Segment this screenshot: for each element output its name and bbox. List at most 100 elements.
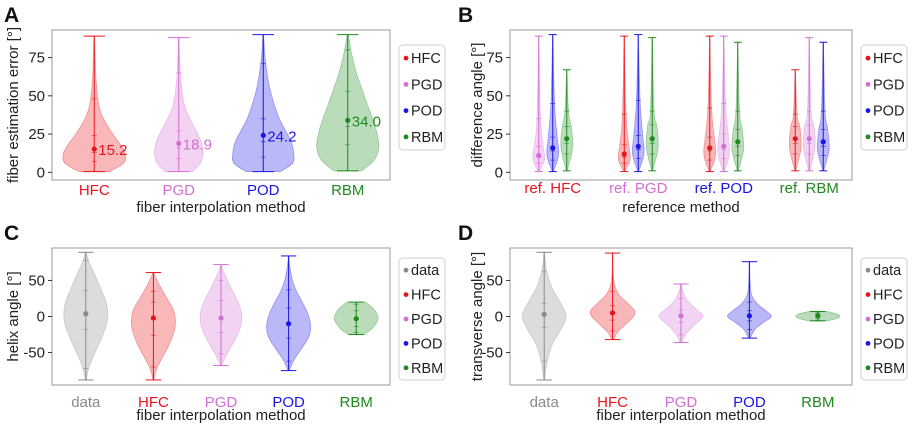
y-tick-label: 50 bbox=[486, 272, 503, 289]
violin-mean-RBM-HFC bbox=[792, 136, 798, 142]
plot-frame bbox=[51, 29, 391, 181]
legend-marker-POD bbox=[865, 341, 871, 346]
legend-marker-data bbox=[865, 267, 871, 273]
legend-marker-RBM bbox=[403, 365, 409, 371]
panel-C: C -50 0 50 helix angle [°] data HFC PGD POD RBM fi… bbox=[4, 222, 446, 424]
violin-mean-RBM bbox=[815, 313, 821, 319]
x-tick-label: HFC bbox=[597, 394, 628, 411]
plot-frame bbox=[509, 29, 853, 181]
x-tick-label: ref. POD bbox=[695, 180, 754, 197]
x-axis-label: fiber interpolation method bbox=[596, 407, 765, 424]
violin-mean-RBM bbox=[345, 117, 351, 123]
legend-label-POD: POD bbox=[411, 336, 442, 352]
y-axis-label: difference angle [°] bbox=[469, 43, 486, 168]
legend-marker-RBM bbox=[865, 134, 871, 140]
legend-label-RBM: RBM bbox=[411, 361, 443, 377]
violin-mean-RBM-PGD bbox=[806, 136, 812, 142]
legend-marker-POD bbox=[403, 341, 409, 346]
violin-mean-PGD bbox=[176, 140, 182, 147]
x-axis-label: fiber interpolation method bbox=[136, 407, 305, 424]
x-tick-label: PGD bbox=[665, 394, 698, 411]
x-tick-label: data bbox=[530, 394, 560, 411]
x-tick-label: PGD bbox=[162, 182, 195, 199]
x-axis-label: reference method bbox=[622, 199, 740, 216]
violin-mean-PGD-HFC bbox=[621, 151, 627, 157]
violin-mean-HFC-POD bbox=[550, 145, 556, 151]
y-tick-label: 50 bbox=[486, 88, 503, 105]
violin-mean-POD-PGD bbox=[721, 143, 727, 149]
x-tick-label: RBM bbox=[801, 394, 834, 411]
legend-label-HFC: HFC bbox=[873, 288, 903, 304]
x-tick-label: data bbox=[71, 394, 101, 411]
x-tick-label: PGD bbox=[205, 394, 238, 411]
legend-label-PGD: PGD bbox=[411, 312, 442, 328]
violin-mean-HFC bbox=[610, 310, 616, 316]
legend-label-PGD: PGD bbox=[873, 312, 904, 328]
y-axis-label: helix angle [°] bbox=[5, 271, 22, 361]
violin-mean-HFC bbox=[150, 315, 156, 321]
legend-label-POD: POD bbox=[873, 104, 904, 120]
y-tick-label: 50 bbox=[28, 272, 45, 289]
legend-marker-PGD bbox=[865, 81, 871, 87]
panel-label: D bbox=[458, 222, 473, 245]
violin-mean-RBM bbox=[353, 316, 359, 322]
legend-label-HFC: HFC bbox=[873, 51, 903, 67]
y-tick-label: 0 bbox=[37, 309, 45, 326]
legend-box bbox=[860, 257, 908, 381]
legend-marker-RBM bbox=[403, 134, 409, 140]
x-tick-label: ref. HFC bbox=[524, 180, 581, 197]
violin-mean-POD-RBM bbox=[735, 139, 741, 145]
legend-marker-PGD bbox=[403, 316, 409, 322]
panel-label: B bbox=[458, 4, 473, 27]
mean-annotation-PGD: 18.9 bbox=[183, 136, 212, 153]
y-tick-label: 25 bbox=[486, 126, 503, 143]
legend-marker-PGD bbox=[865, 316, 871, 322]
violin-mean-HFC-RBM bbox=[564, 136, 570, 142]
x-tick-label: POD bbox=[733, 394, 766, 411]
x-tick-label: POD bbox=[247, 182, 280, 199]
violin-mean-data bbox=[541, 311, 547, 317]
violin-mean-POD bbox=[746, 313, 753, 319]
legend-label-RBM: RBM bbox=[873, 130, 905, 146]
violin-mean-PGD-POD bbox=[635, 143, 641, 149]
y-tick-label: 0 bbox=[495, 164, 503, 181]
violin-mean-HFC bbox=[91, 146, 97, 152]
violin-mean-RBM-POD bbox=[820, 139, 826, 145]
x-tick-label: HFC bbox=[79, 182, 110, 199]
violin-mean-PGD-RBM bbox=[649, 136, 655, 142]
y-tick-label: -50 bbox=[481, 345, 503, 362]
panel-A: A 0 25 50 75 fiber estimation error [°] HFC 15.… bbox=[4, 4, 446, 216]
legend-label-PGD: PGD bbox=[411, 77, 442, 93]
legend-marker-HFC bbox=[403, 292, 409, 297]
legend-marker-data bbox=[403, 267, 409, 273]
mean-annotation-HFC: 15.2 bbox=[98, 142, 127, 159]
legend-box bbox=[398, 44, 446, 151]
violin-mean-HFC-PGD bbox=[536, 152, 542, 159]
panel-label: C bbox=[4, 222, 19, 245]
y-tick-label: 0 bbox=[495, 309, 503, 326]
x-tick-label: POD bbox=[272, 394, 305, 411]
legend-label-POD: POD bbox=[873, 336, 904, 352]
mean-annotation-POD: 24.2 bbox=[267, 128, 296, 145]
x-axis-label: fiber interpolation method bbox=[136, 199, 305, 216]
legend-label-POD: POD bbox=[411, 104, 442, 120]
violin-mean-PGD bbox=[678, 313, 684, 319]
legend-label-data: data bbox=[411, 263, 440, 279]
x-tick-label: RBM bbox=[340, 394, 373, 411]
legend-label-RBM: RBM bbox=[411, 130, 443, 146]
legend-label-HFC: HFC bbox=[411, 51, 441, 67]
legend-marker-PGD bbox=[403, 81, 409, 87]
x-tick-label: ref. PGD bbox=[609, 180, 668, 197]
legend-marker-HFC bbox=[865, 55, 871, 61]
y-tick-label: 75 bbox=[486, 50, 503, 67]
y-axis-label: transverse angle [°] bbox=[469, 252, 486, 381]
legend-marker-HFC bbox=[403, 55, 409, 61]
y-tick-label: 75 bbox=[28, 50, 45, 67]
y-tick-label: 50 bbox=[28, 88, 45, 105]
legend-marker-HFC bbox=[865, 292, 871, 297]
legend-label-HFC: HFC bbox=[411, 288, 441, 304]
legend-marker-POD bbox=[403, 108, 409, 114]
